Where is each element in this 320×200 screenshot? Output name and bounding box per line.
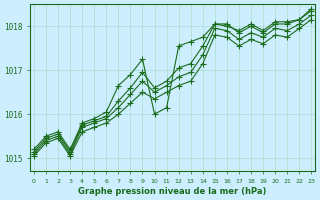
X-axis label: Graphe pression niveau de la mer (hPa): Graphe pression niveau de la mer (hPa) [78, 187, 267, 196]
